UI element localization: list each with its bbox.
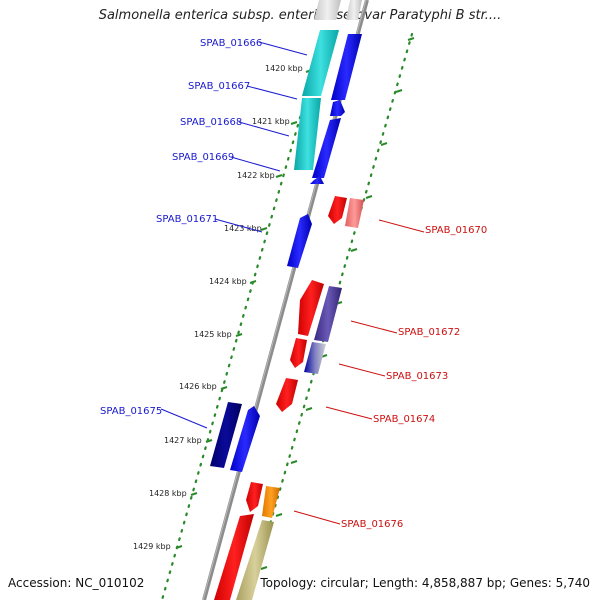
gene-label-SPAB_01676[interactable]: SPAB_01676: [341, 519, 403, 530]
accession-text: Accession: NC_010102: [8, 576, 145, 590]
kbp-scale: 1420 kbp 1421 kbp 1422 kbp 1423 kbp 1424…: [133, 64, 303, 551]
gene-SPAB_01670-red[interactable]: [328, 196, 347, 224]
gene-feature-top-light[interactable]: [346, 0, 362, 20]
gene-SPAB_01669[interactable]: [310, 176, 324, 184]
gene-feature-cyan-1[interactable]: [302, 30, 339, 96]
gene-SPAB_01675-blue[interactable]: [230, 406, 260, 472]
gene-label-SPAB_01668[interactable]: SPAB_01668: [180, 117, 242, 128]
gene-feature-top-gray[interactable]: [314, 0, 341, 20]
gene-SPAB_01666[interactable]: [331, 34, 362, 100]
gene-feature-cyan-2[interactable]: [294, 98, 321, 170]
gene-label-SPAB_01675[interactable]: SPAB_01675: [100, 406, 162, 417]
genome-summary-text: Topology: circular; Length: 4,858,887 bp…: [260, 576, 590, 590]
gene-SPAB_01674[interactable]: [276, 378, 298, 412]
left-tick-marks: [175, 69, 313, 549]
gene-SPAB_01673-red[interactable]: [290, 338, 307, 368]
kbp-label: 1422 kbp: [237, 171, 275, 180]
gene-SPAB_01667[interactable]: [330, 100, 345, 116]
gene-feature-bottom-red[interactable]: [214, 514, 254, 600]
gene-label-SPAB_01673[interactable]: SPAB_01673: [386, 371, 448, 382]
gene-label-SPAB_01666[interactable]: SPAB_01666: [200, 38, 262, 49]
gene-label-SPAB_01671[interactable]: SPAB_01671: [156, 214, 218, 225]
gene-SPAB_01671[interactable]: [287, 214, 312, 268]
kbp-label: 1423 kbp: [224, 224, 262, 233]
kbp-label: 1429 kbp: [133, 542, 171, 551]
gene-label-SPAB_01670[interactable]: SPAB_01670: [425, 225, 487, 236]
gene-SPAB_01672-red[interactable]: [298, 280, 324, 336]
gene-SPAB_01668[interactable]: [312, 118, 341, 178]
gene-SPAB_01676-orange[interactable]: [262, 486, 280, 518]
gene-label-SPAB_01667[interactable]: SPAB_01667: [188, 81, 250, 92]
left-track-boundary: [160, 32, 326, 600]
kbp-label: 1426 kbp: [179, 382, 217, 391]
gene-SPAB_01676-red[interactable]: [246, 482, 263, 512]
gene-SPAB_01675-navy[interactable]: [210, 402, 242, 468]
genome-title: Salmonella enterica subsp. enterica sero…: [98, 8, 502, 23]
gene-label-SPAB_01672[interactable]: SPAB_01672: [398, 327, 460, 338]
gene-SPAB_01672-purple[interactable]: [314, 286, 342, 342]
gene-label-SPAB_01669[interactable]: SPAB_01669: [172, 152, 234, 163]
gene-SPAB_01673-bluegray[interactable]: [304, 342, 326, 374]
reverse-gene-labels: SPAB_01670 SPAB_01672 SPAB_01673 SPAB_01…: [293, 219, 487, 530]
kbp-label: 1421 kbp: [252, 117, 290, 126]
gene-SPAB_01670-pink[interactable]: [345, 198, 364, 228]
kbp-label: 1427 kbp: [164, 436, 202, 445]
gene-feature-bottom-olive[interactable]: [236, 520, 274, 600]
kbp-label: 1420 kbp: [265, 64, 303, 73]
forward-gene-labels: SPAB_01666 SPAB_01667 SPAB_01668 SPAB_01…: [100, 38, 308, 429]
gene-label-SPAB_01674[interactable]: SPAB_01674: [373, 414, 435, 425]
kbp-label: 1425 kbp: [194, 330, 232, 339]
kbp-label: 1428 kbp: [149, 489, 187, 498]
kbp-label: 1424 kbp: [209, 277, 247, 286]
right-tick-marks: [260, 37, 415, 570]
